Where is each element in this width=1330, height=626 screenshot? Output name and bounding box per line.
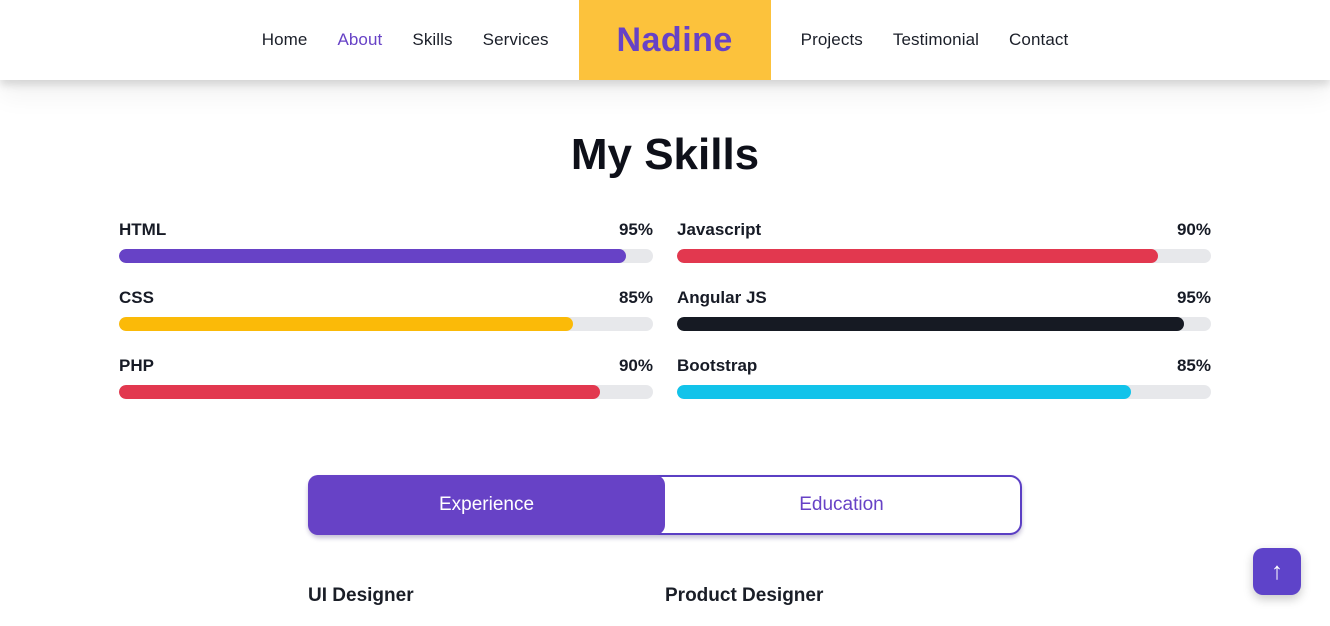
skill-percent: 95%: [1176, 288, 1211, 307]
skills-left-column: HTML 95% CSS 85% PHP 90%: [119, 220, 653, 399]
nav-item-skills[interactable]: Skills: [412, 30, 453, 49]
skill-item: Bootstrap 85%: [677, 356, 1211, 399]
tab-education[interactable]: Education: [799, 494, 884, 515]
skill-name: HTML: [119, 220, 167, 239]
skill-name: Angular JS: [677, 288, 767, 307]
skill-progress-track: [677, 385, 1211, 399]
position-title-ui-designer: UI Designer: [308, 585, 414, 606]
skill-progress-fill: [677, 385, 1131, 399]
nav-item-home[interactable]: Home: [261, 30, 308, 49]
nav-item-testimonial[interactable]: Testimonial: [892, 30, 980, 49]
skill-percent: 90%: [618, 356, 653, 375]
about-skills-section: My Skills HTML 95% CSS 85% PHP 90% Javascript…: [0, 130, 1330, 607]
skill-progress-fill: [677, 249, 1158, 263]
nav-item-services[interactable]: Services: [482, 30, 549, 49]
skill-progress-track: [677, 317, 1211, 331]
skill-name: CSS: [119, 288, 154, 307]
skill-progress-fill: [119, 317, 573, 331]
arrow-up-icon: ↑: [1271, 557, 1283, 585]
skill-progress-track: [119, 317, 653, 331]
skill-item: PHP 90%: [119, 356, 653, 399]
tab-experience[interactable]: Experience: [308, 475, 665, 535]
skill-item: HTML 95%: [119, 220, 653, 263]
skill-percent: 85%: [1176, 356, 1211, 375]
skill-item: Javascript 90%: [677, 220, 1211, 263]
skill-progress-track: [119, 249, 653, 263]
skill-progress-track: [677, 249, 1211, 263]
experience-education-tabs: Experience Education: [308, 475, 1022, 535]
skill-progress-fill: [677, 317, 1185, 331]
positions-row: UI Designer Product Designer: [308, 585, 1022, 607]
skill-name: Bootstrap: [677, 356, 758, 375]
skill-item: CSS 85%: [119, 288, 653, 331]
skills-right-column: Javascript 90% Angular JS 95% Bootstrap 85%: [677, 220, 1211, 399]
skill-percent: 95%: [618, 220, 653, 239]
nav-item-about[interactable]: About: [337, 30, 383, 49]
skills-grid: HTML 95% CSS 85% PHP 90% Javascript 90% Angular…: [119, 220, 1211, 399]
skill-name: Javascript: [677, 220, 762, 239]
nav-right-group: Projects Testimonial Contact: [801, 30, 1069, 50]
position-title-product-designer: Product Designer: [665, 585, 824, 606]
skill-progress-fill: [119, 249, 627, 263]
section-title: My Skills: [570, 130, 760, 179]
skill-item: Angular JS 95%: [677, 288, 1211, 331]
skill-progress-fill: [119, 385, 600, 399]
skill-percent: 90%: [1176, 220, 1211, 239]
skill-progress-track: [119, 385, 653, 399]
nav-item-projects[interactable]: Projects: [800, 30, 863, 49]
skill-name: PHP: [119, 356, 154, 375]
site-logo[interactable]: Nadine: [578, 0, 771, 80]
scroll-to-top-button[interactable]: ↑: [1253, 548, 1301, 595]
nav-left-group: Home About Skills Services: [262, 30, 549, 50]
top-navigation: Home About Skills Services Nadine Projects T…: [0, 0, 1330, 80]
nav-item-contact[interactable]: Contact: [1009, 30, 1069, 49]
skill-percent: 85%: [618, 288, 653, 307]
